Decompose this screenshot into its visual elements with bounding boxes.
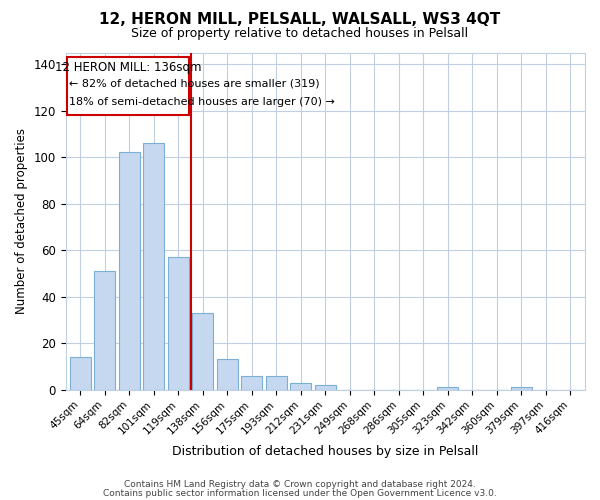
X-axis label: Distribution of detached houses by size in Pelsall: Distribution of detached houses by size … bbox=[172, 444, 479, 458]
Text: 12, HERON MILL, PELSALL, WALSALL, WS3 4QT: 12, HERON MILL, PELSALL, WALSALL, WS3 4Q… bbox=[100, 12, 500, 28]
Text: Contains public sector information licensed under the Open Government Licence v3: Contains public sector information licen… bbox=[103, 489, 497, 498]
Text: ← 82% of detached houses are smaller (319): ← 82% of detached houses are smaller (31… bbox=[70, 78, 320, 88]
Bar bbox=[290, 382, 311, 390]
Bar bbox=[241, 376, 262, 390]
Text: 18% of semi-detached houses are larger (70) →: 18% of semi-detached houses are larger (… bbox=[70, 96, 335, 106]
Bar bbox=[315, 385, 336, 390]
Text: Contains HM Land Registry data © Crown copyright and database right 2024.: Contains HM Land Registry data © Crown c… bbox=[124, 480, 476, 489]
Bar bbox=[437, 388, 458, 390]
Bar bbox=[511, 388, 532, 390]
Bar bbox=[193, 313, 213, 390]
Bar bbox=[266, 376, 287, 390]
Text: 12 HERON MILL: 136sqm: 12 HERON MILL: 136sqm bbox=[55, 60, 202, 74]
Bar bbox=[119, 152, 140, 390]
Bar bbox=[217, 360, 238, 390]
Bar bbox=[168, 257, 189, 390]
Bar bbox=[143, 143, 164, 390]
Y-axis label: Number of detached properties: Number of detached properties bbox=[15, 128, 28, 314]
FancyBboxPatch shape bbox=[67, 57, 190, 116]
Bar bbox=[94, 271, 115, 390]
Bar bbox=[70, 357, 91, 390]
Text: Size of property relative to detached houses in Pelsall: Size of property relative to detached ho… bbox=[131, 28, 469, 40]
